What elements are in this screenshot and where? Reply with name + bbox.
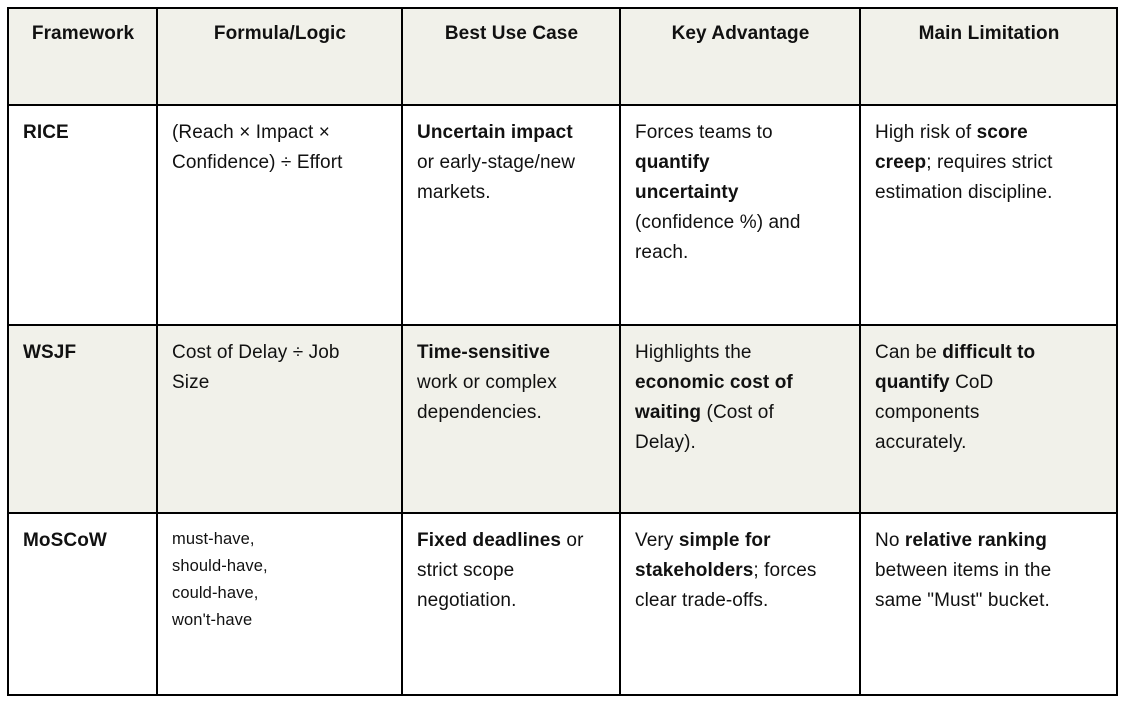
best-use-case-cell: Time-sensitive work or complex dependenc… bbox=[401, 324, 621, 514]
table-header: Framework Formula/Logic Best Use Case Ke… bbox=[7, 7, 1118, 106]
formula-cell: must-have, should-have, could-have, won'… bbox=[156, 512, 403, 696]
body-text: Very bbox=[635, 530, 679, 551]
body-text: CoD components accurately. bbox=[875, 372, 994, 453]
body-text: No bbox=[875, 530, 905, 551]
key-advantage-cell: Very simple for stakeholders; forces cle… bbox=[619, 512, 861, 696]
emphasized-text: relative ranking bbox=[904, 530, 1047, 551]
framework-name: WSJF bbox=[7, 324, 158, 514]
body-text: work or complex dependencies. bbox=[417, 372, 557, 423]
column-header-key-advantage: Key Advantage bbox=[619, 7, 861, 106]
main-limitation-cell: No relative ranking between items in the… bbox=[859, 512, 1118, 696]
table-body: RICE (Reach × Impact × Confidence) ÷ Effo… bbox=[7, 104, 1118, 696]
body-text: ; forces clear trade-offs. bbox=[635, 560, 817, 611]
body-text: (Reach × Impact × Confidence) ÷ Effort bbox=[172, 122, 343, 173]
emphasized-text: Uncertain impact bbox=[417, 122, 573, 143]
table-row: MoSCoW must-have, should-have, could-have… bbox=[7, 512, 1118, 696]
key-advantage-cell: Highlights the economic cost of waiting … bbox=[619, 324, 861, 514]
emphasized-text: quantify uncertainty bbox=[635, 152, 739, 203]
emphasized-text: Fixed deadlines bbox=[417, 530, 562, 551]
body-text: Cost of Delay ÷ Job Size bbox=[172, 342, 340, 393]
formula-cell: Cost of Delay ÷ Job Size bbox=[156, 324, 403, 514]
body-text: Forces teams to bbox=[635, 122, 773, 143]
body-text: (Cost of Delay). bbox=[635, 402, 774, 453]
column-header-formula-logic: Formula/Logic bbox=[156, 7, 403, 106]
framework-comparison-table: Framework Formula/Logic Best Use Case Ke… bbox=[7, 7, 1118, 696]
column-header-framework: Framework bbox=[7, 7, 158, 106]
body-text: ; requires strict estimation discipline. bbox=[875, 152, 1053, 203]
emphasized-text: difficult to quantify bbox=[875, 342, 1036, 393]
column-header-main-limitation: Main Limitation bbox=[859, 7, 1118, 106]
body-text: High risk of bbox=[875, 122, 977, 143]
body-text: (confidence %) and reach. bbox=[635, 212, 801, 263]
framework-name: MoSCoW bbox=[7, 512, 158, 696]
body-text: must-have, should-have, could-have, won'… bbox=[172, 530, 268, 629]
body-text: Can be bbox=[875, 342, 943, 363]
main-limitation-cell: Can be difficult to quantify CoD compone… bbox=[859, 324, 1118, 514]
body-text: between items in the same "Must" bucket. bbox=[875, 560, 1052, 611]
body-text: or strict scope negotiation. bbox=[417, 530, 584, 611]
emphasized-text: economic cost of waiting bbox=[635, 372, 793, 423]
body-text: Highlights the bbox=[635, 342, 752, 363]
emphasized-text: score creep bbox=[875, 122, 1028, 173]
best-use-case-cell: Uncertain impact or early-stage/new mark… bbox=[401, 104, 621, 326]
emphasized-text: Time-sensitive bbox=[417, 342, 551, 363]
key-advantage-cell: Forces teams to quantify uncertainty (co… bbox=[619, 104, 861, 326]
header-row: Framework Formula/Logic Best Use Case Ke… bbox=[7, 7, 1118, 106]
body-text: or early-stage/new markets. bbox=[417, 152, 576, 203]
main-limitation-cell: High risk of score creep; requires stric… bbox=[859, 104, 1118, 326]
table-row: RICE (Reach × Impact × Confidence) ÷ Effo… bbox=[7, 104, 1118, 326]
column-header-best-use-case: Best Use Case bbox=[401, 7, 621, 106]
framework-name: RICE bbox=[7, 104, 158, 326]
best-use-case-cell: Fixed deadlines or strict scope negotiat… bbox=[401, 512, 621, 696]
table-row: WSJF Cost of Delay ÷ Job Size Time-sensiti… bbox=[7, 324, 1118, 514]
emphasized-text: simple for stakeholders bbox=[635, 530, 771, 581]
formula-cell: (Reach × Impact × Confidence) ÷ Effort bbox=[156, 104, 403, 326]
